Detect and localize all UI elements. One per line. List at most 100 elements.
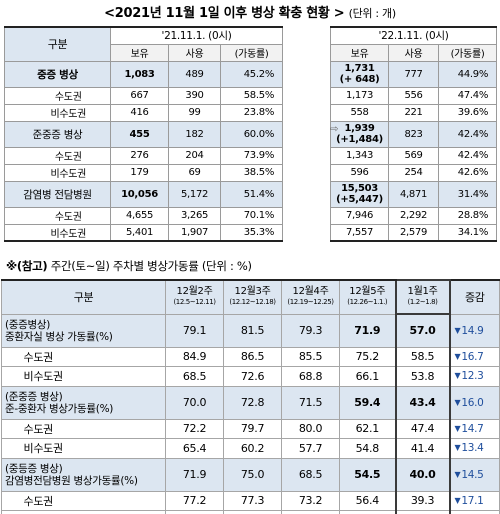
region-row: 비수도권 416 99 23.8% 558 221 39.6% xyxy=(4,103,498,122)
week-range: (1.2~1.8) xyxy=(407,298,438,306)
hold-total: 7,946 xyxy=(345,210,374,221)
week-column-header: 1월1주 (1.2~1.8) xyxy=(394,279,451,315)
hold-value-2022: 1,939 (+1,484) xyxy=(330,120,390,148)
hold-increase: (+5,447) xyxy=(336,194,383,205)
rate-value-2022: 28.8% xyxy=(438,206,498,225)
week-value: 41.4 xyxy=(394,438,451,459)
decrease-arrow-icon: ▼ xyxy=(454,443,461,453)
decrease-arrow-icon: ▼ xyxy=(454,351,461,361)
decrease-arrow-icon: ▼ xyxy=(454,423,461,433)
header-row: 구분 '21.11.1. (0시) '22.1.11. (0시) xyxy=(3,26,498,241)
rate-value-2021: 38.5% xyxy=(220,163,284,182)
title-text: <2021년 11월 1일 이후 병상 확충 현황 > xyxy=(104,6,345,21)
used-value-2022: 556 xyxy=(388,86,440,105)
week-value: 77.2 xyxy=(165,490,225,511)
change-value: 16.7 xyxy=(461,350,484,363)
rate-value-2022: 31.4% xyxy=(438,180,498,208)
change-value: 13.4 xyxy=(461,442,484,455)
category-row: 준중증 병상 455 182 60.0% 1,939 (+1,484) 823 42.4% xyxy=(3,120,498,148)
hold-increase: (+ 648) xyxy=(339,74,380,85)
change-value: 14.5 xyxy=(461,468,484,481)
indent-cell xyxy=(1,438,20,459)
week-value: 72.8 xyxy=(223,385,283,420)
rate-value-2021: 73.9% xyxy=(220,146,284,165)
indent-cell xyxy=(1,366,20,387)
used-value-2022: 254 xyxy=(388,163,440,182)
week-label: 12월5주 xyxy=(349,286,386,298)
hold-value-2021: 455 xyxy=(110,120,170,148)
page-title: <2021년 11월 1일 이후 병상 확충 현황 > (단위 : 개) xyxy=(0,2,500,21)
hold-total: 1,731 xyxy=(344,63,375,74)
weekly-region-row: 비수도권67.372.864.152.840.8▼12.0 xyxy=(1,510,500,514)
rate-value-2021: 23.8% xyxy=(220,103,284,122)
change-cell: ▼16.7 xyxy=(449,346,500,367)
week-value: 84.9 xyxy=(165,346,225,367)
week-value: 72.8 xyxy=(223,510,283,514)
week-value: 67.3 xyxy=(165,510,225,514)
change-value: 14.9 xyxy=(461,324,484,337)
weekly-region-row: 수도권 77.2 77.3 73.2 56.4 39.3 ▼17.1 xyxy=(1,490,500,511)
hold-total: 15,503 xyxy=(341,183,378,194)
indent-cell xyxy=(1,346,20,367)
week-value: 54.5 xyxy=(339,457,397,492)
category-group: (준중증 병상) xyxy=(5,390,63,403)
category-metric: 감염병전담병원 병상가동률(%) xyxy=(5,474,138,487)
change-value: 16.0 xyxy=(461,396,484,409)
rate-value-2021: 58.5% xyxy=(220,86,284,105)
hold-total: 596 xyxy=(350,167,369,178)
used-value-2022: 2,579 xyxy=(388,223,440,242)
week-value: 85.5 xyxy=(281,346,341,367)
week-value: 60.2 xyxy=(223,438,283,459)
week-value: 70.0 xyxy=(165,385,225,420)
change-header: 증감 xyxy=(449,279,500,315)
week-value: 66.1 xyxy=(339,366,397,387)
region-label: 비수도권 xyxy=(26,103,112,122)
used-value-2022: 569 xyxy=(388,146,440,165)
region-label: 비수도권 xyxy=(26,163,112,182)
date-header-2021: '21.11.1. (0시) xyxy=(110,26,284,45)
used-value-2022: 221 xyxy=(388,103,440,122)
region-row: 수도권 4,655 3,265 70.1% 7,946 2,292 28.8% xyxy=(4,206,498,225)
week-value: 47.4 xyxy=(394,418,451,439)
hold-value-2021: 179 xyxy=(110,163,170,182)
indent-cell xyxy=(4,103,27,122)
change-value: 17.1 xyxy=(461,494,484,507)
indent-cell xyxy=(4,146,27,165)
rate-value-2022: 39.6% xyxy=(438,103,498,122)
change-value: 14.7 xyxy=(461,422,484,435)
indent-cell xyxy=(4,163,27,182)
hold-total: 1,939 xyxy=(344,123,375,134)
region-label: 수도권 xyxy=(26,86,112,105)
rate-value-2022: 42.4% xyxy=(438,120,498,148)
region-label: 수도권 xyxy=(26,146,112,165)
week-value: 77.3 xyxy=(223,490,283,511)
week-value: 71.9 xyxy=(339,313,397,348)
change-value: 12.3 xyxy=(461,370,484,383)
week-value: 57.7 xyxy=(281,438,341,459)
week-value: 86.5 xyxy=(223,346,283,367)
change-cell: ▼14.7 xyxy=(449,418,500,439)
rate-value-2022: 42.4% xyxy=(438,146,498,165)
category-metric: 중환자실 병상 가동률(%) xyxy=(5,330,113,343)
weekly-category-row: (준중증 병상) 준-중환자 병상가동률(%) 70.0 72.8 71.5 59.4 43… xyxy=(0,385,500,420)
hold-total: 1,173 xyxy=(345,90,374,101)
rate-value-2022: 34.1% xyxy=(438,223,498,242)
subheader-cell: 보유 xyxy=(330,43,390,62)
weekly-region-row: 비수도권 65.4 60.2 57.7 54.8 41.4 ▼13.4 xyxy=(1,438,500,459)
region-row: 수도권 667 390 58.5% 1,173 556 47.4% xyxy=(4,86,498,105)
indent-cell xyxy=(1,418,20,439)
spacer xyxy=(282,27,331,241)
weekly-region-row: 수도권 84.9 86.5 85.5 75.2 58.5 ▼16.7 xyxy=(1,346,500,367)
hold-value-2021: 10,056 xyxy=(110,180,170,208)
region-label: 비수도권 xyxy=(26,223,112,242)
change-cell: ▼14.9 xyxy=(449,313,500,348)
category-row: 중증 병상 1,083 489 45.2% 1,731 (+ 648) 777 44.9% xyxy=(3,60,498,88)
weekly-category-label: (중증병상) 중환자실 병상 가동률(%) xyxy=(0,313,167,348)
weekly-region-row: 수도권 72.2 79.7 80.0 62.1 47.4 ▼14.7 xyxy=(1,418,500,439)
hold-value-2021: 1,083 xyxy=(110,60,170,88)
week-value: 40.0 xyxy=(394,457,451,492)
subheader-cell: (가동률) xyxy=(438,43,498,62)
category-group: (중등증 병상) xyxy=(5,462,63,475)
hold-value-2022: 7,946 xyxy=(330,206,390,225)
week-value: 75.2 xyxy=(339,346,397,367)
